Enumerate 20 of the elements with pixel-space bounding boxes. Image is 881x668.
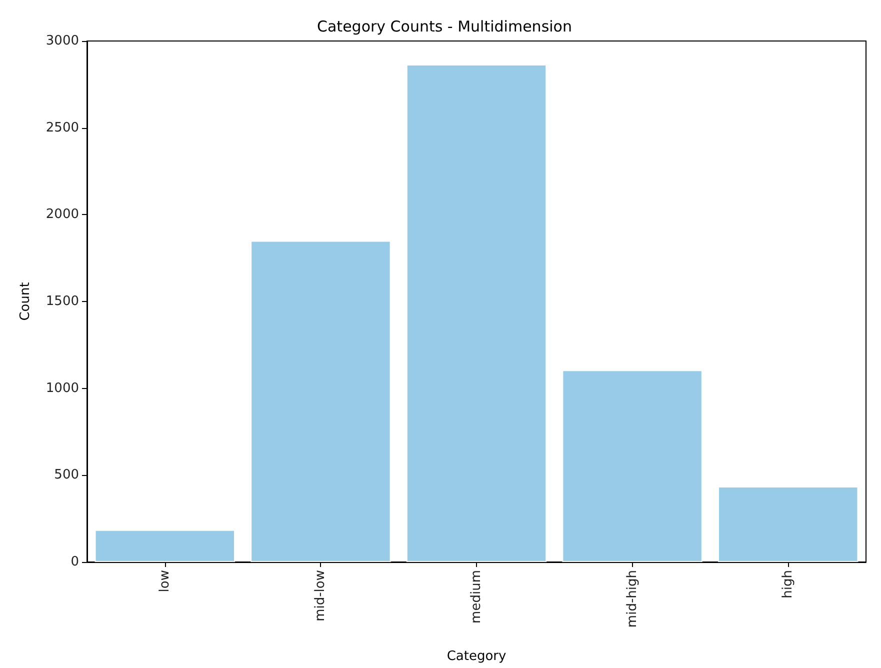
y-tick-label: 500	[54, 468, 79, 483]
x-tick-label: mid-high	[624, 570, 640, 628]
y-tick-label: 2000	[46, 207, 79, 222]
y-tick-label: 0	[70, 554, 79, 570]
x-tick-label: low	[157, 570, 172, 592]
y-tick-label: 1000	[46, 380, 79, 396]
y-axis-title: Count	[18, 282, 33, 321]
x-axis-title: Category	[446, 649, 506, 664]
bar	[250, 240, 391, 562]
bar	[562, 370, 702, 562]
bar	[94, 530, 236, 562]
bar	[406, 64, 547, 562]
bar	[718, 486, 858, 562]
y-tick-label: 1500	[46, 294, 79, 309]
y-tick-label: 2500	[46, 120, 79, 136]
y-tick-label: 3000	[46, 34, 79, 48]
x-tick-label: mid-low	[313, 570, 328, 622]
x-tick-label: medium	[469, 570, 484, 624]
chart-title: Category Counts - Multidimension	[317, 18, 572, 36]
x-tick-label: high	[780, 570, 796, 598]
